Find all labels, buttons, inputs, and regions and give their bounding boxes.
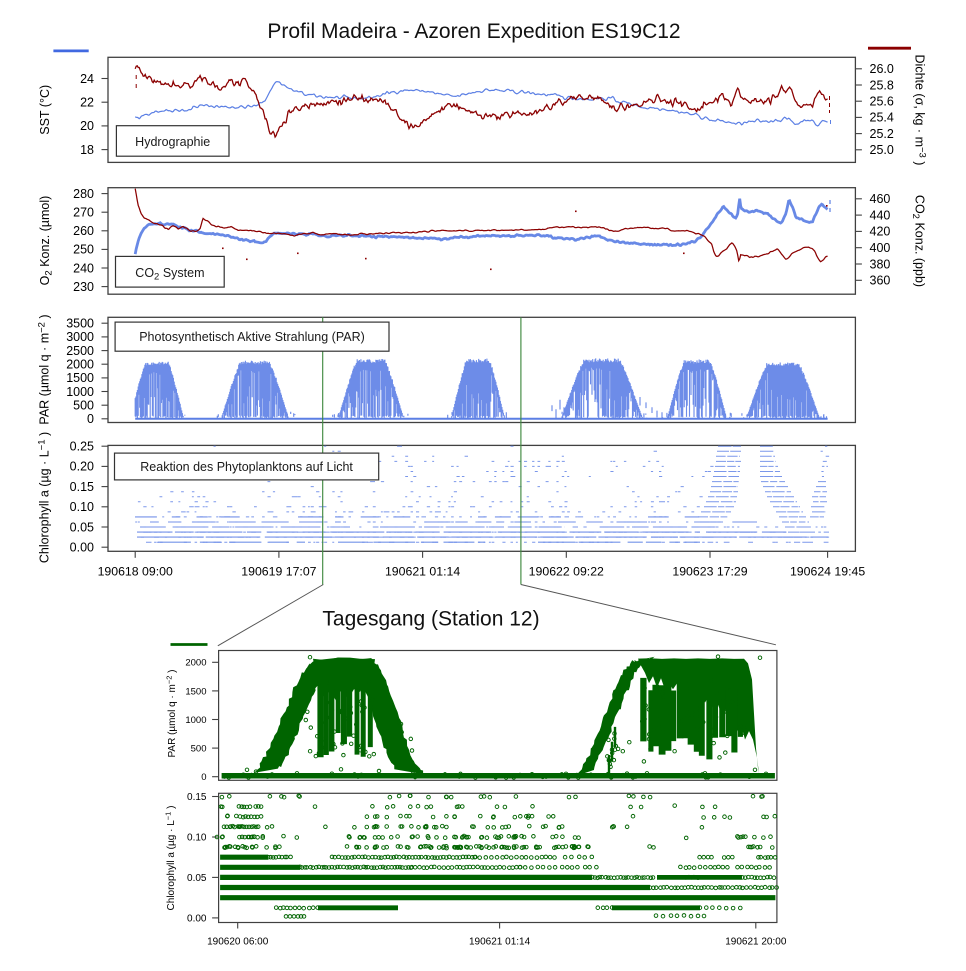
svg-text:460: 460 bbox=[870, 192, 891, 206]
svg-text:400: 400 bbox=[870, 241, 891, 255]
svg-text:25.2: 25.2 bbox=[870, 127, 894, 141]
svg-text:Tagesgang (Station 12): Tagesgang (Station 12) bbox=[322, 608, 539, 631]
svg-text:250: 250 bbox=[73, 243, 94, 257]
svg-text:190621 20:00: 190621 20:00 bbox=[725, 937, 787, 948]
svg-text:20: 20 bbox=[80, 119, 94, 133]
svg-text:440: 440 bbox=[870, 208, 891, 222]
svg-text:25.8: 25.8 bbox=[870, 78, 894, 92]
svg-text:24: 24 bbox=[80, 72, 94, 86]
svg-text:500: 500 bbox=[191, 744, 207, 755]
svg-text:3500: 3500 bbox=[66, 317, 94, 331]
svg-text:190618 09:00: 190618 09:00 bbox=[98, 565, 173, 579]
svg-text:270: 270 bbox=[73, 206, 94, 220]
svg-text:PAR (µmol q · m−2 ): PAR (µmol q · m−2 ) bbox=[165, 669, 178, 757]
svg-text:230: 230 bbox=[73, 280, 94, 294]
svg-text:0.15: 0.15 bbox=[70, 480, 94, 494]
svg-text:22: 22 bbox=[80, 96, 94, 110]
svg-text:280: 280 bbox=[73, 187, 94, 201]
svg-text:0.15: 0.15 bbox=[187, 792, 207, 803]
svg-text:25.0: 25.0 bbox=[870, 143, 894, 157]
svg-text:Reaktion des Phytoplanktons au: Reaktion des Phytoplanktons auf Licht bbox=[140, 460, 353, 474]
svg-text:190620 06:00: 190620 06:00 bbox=[207, 937, 269, 948]
svg-text:260: 260 bbox=[73, 224, 94, 238]
svg-text:0.10: 0.10 bbox=[187, 833, 207, 844]
svg-text:O2 Konz. (µmol): O2 Konz. (µmol) bbox=[38, 196, 55, 286]
svg-text:2000: 2000 bbox=[185, 658, 206, 669]
svg-text:CO2 System: CO2 System bbox=[135, 266, 204, 283]
svg-text:380: 380 bbox=[870, 257, 891, 271]
svg-text:1500: 1500 bbox=[185, 686, 206, 697]
svg-text:26.0: 26.0 bbox=[870, 62, 894, 76]
svg-text:240: 240 bbox=[73, 261, 94, 275]
svg-text:Dichte (σ, kg · m−3 ): Dichte (σ, kg · m−3 ) bbox=[913, 55, 928, 166]
svg-text:190623 17:29: 190623 17:29 bbox=[672, 565, 747, 579]
svg-text:25.6: 25.6 bbox=[870, 95, 894, 109]
svg-text:0: 0 bbox=[201, 772, 206, 783]
svg-text:190619 17:07: 190619 17:07 bbox=[241, 565, 316, 579]
svg-text:0.00: 0.00 bbox=[187, 914, 207, 925]
svg-text:2000: 2000 bbox=[66, 358, 94, 372]
svg-text:Hydrographie: Hydrographie bbox=[135, 135, 210, 149]
svg-text:1000: 1000 bbox=[185, 715, 206, 726]
svg-text:SST (°C): SST (°C) bbox=[38, 85, 52, 135]
svg-text:420: 420 bbox=[870, 225, 891, 239]
svg-text:18: 18 bbox=[80, 143, 94, 157]
svg-text:3000: 3000 bbox=[66, 330, 94, 344]
svg-text:Profil Madeira - Azoren Expedi: Profil Madeira - Azoren Expedition ES19C… bbox=[267, 20, 680, 43]
svg-text:1500: 1500 bbox=[66, 371, 94, 385]
svg-text:360: 360 bbox=[870, 274, 891, 288]
svg-text:0.00: 0.00 bbox=[70, 541, 94, 555]
svg-text:500: 500 bbox=[73, 399, 94, 413]
svg-text:PAR (µmol q · m−2 ): PAR (µmol q · m−2 ) bbox=[37, 314, 52, 424]
svg-text:190621 01:14: 190621 01:14 bbox=[385, 565, 460, 579]
svg-text:25.4: 25.4 bbox=[870, 111, 894, 125]
svg-text:0: 0 bbox=[87, 412, 94, 426]
svg-text:Chlorophyll a (µg · L−1 ): Chlorophyll a (µg · L−1 ) bbox=[164, 806, 177, 911]
svg-text:2500: 2500 bbox=[66, 344, 94, 358]
svg-text:1000: 1000 bbox=[66, 385, 94, 399]
svg-text:0.20: 0.20 bbox=[70, 460, 94, 474]
svg-text:0.25: 0.25 bbox=[70, 440, 94, 454]
svg-text:190624 19:45: 190624 19:45 bbox=[790, 565, 865, 579]
svg-text:190621 01:14: 190621 01:14 bbox=[469, 937, 531, 948]
svg-text:0.10: 0.10 bbox=[70, 500, 94, 514]
svg-text:0.05: 0.05 bbox=[70, 520, 94, 534]
svg-text:0.05: 0.05 bbox=[187, 873, 207, 884]
svg-text:190622 09:22: 190622 09:22 bbox=[529, 565, 604, 579]
svg-text:Photosynthetisch Aktive Strahl: Photosynthetisch Aktive Strahlung (PAR) bbox=[139, 330, 365, 344]
svg-text:Chlorophyll a (µg · L−1 ): Chlorophyll a (µg · L−1 ) bbox=[37, 432, 52, 563]
